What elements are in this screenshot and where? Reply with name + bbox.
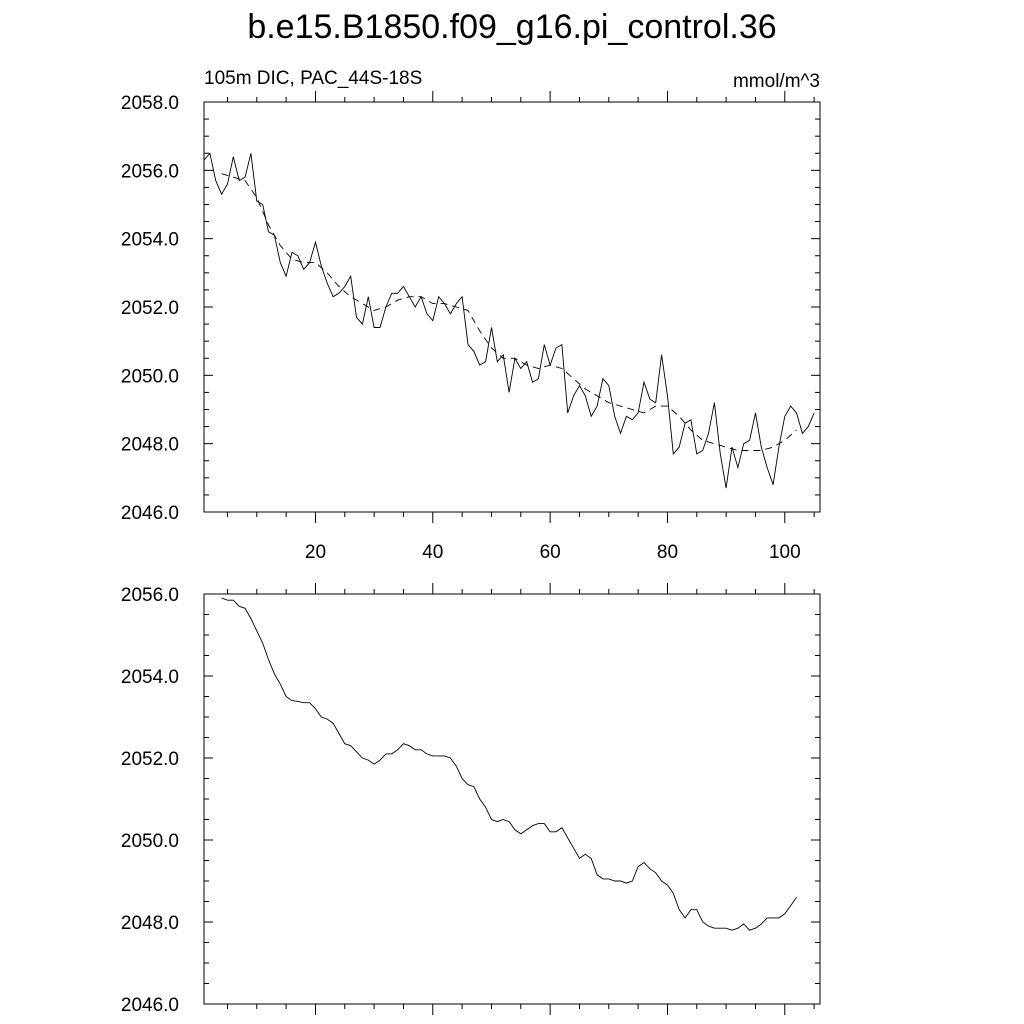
bottom-panel-tick-labels: 2046.0 2048.0 2050.0 2052.0 2054.0 2056.0 <box>121 585 179 1016</box>
top-panel-x-tick-label: 100 <box>769 542 801 563</box>
bottom-panel-plot-area <box>221 597 797 931</box>
bottom-panel: 2046.0 2048.0 2050.0 2052.0 2054.0 2056.0 <box>121 583 821 1016</box>
top-panel-x-tick-label: 40 <box>422 542 443 563</box>
bottom-panel-y-tick-label: 2046.0 <box>121 995 179 1016</box>
top-panel-solid-series-line <box>203 152 815 489</box>
top-panel-frame <box>203 101 821 513</box>
top-panel-y-tick-label: 2050.0 <box>121 366 179 387</box>
top-panel-tick-labels: 2046.0 2048.0 2050.0 2052.0 2054.0 2056.0 2058… <box>121 93 801 563</box>
bottom-panel-y-tick-label: 2056.0 <box>121 585 179 606</box>
top-panel-y-tick-label: 2048.0 <box>121 435 179 456</box>
bottom-panel-y-tick-label: 2054.0 <box>121 667 179 688</box>
bottom-panel-ticks <box>204 583 820 1015</box>
top-panel-plot-area <box>203 152 815 489</box>
top-panel-y-tick-label: 2058.0 <box>121 93 179 114</box>
bottom-panel-y-tick-label: 2050.0 <box>121 831 179 852</box>
top-panel-left-label: 105m DIC, PAC_44S-18S <box>204 68 422 89</box>
bottom-panel-y-tick-label: 2048.0 <box>121 913 179 934</box>
chart-title: b.e15.B1850.f09_g16.pi_control.36 <box>247 8 776 46</box>
top-panel-dashed-series-line <box>221 173 797 451</box>
top-panel-x-tick-label: 80 <box>657 542 678 563</box>
top-panel-y-tick-label: 2054.0 <box>121 230 179 251</box>
top-panel-ticks <box>204 91 820 523</box>
top-panel-x-tick-label: 20 <box>305 542 326 563</box>
bottom-panel-solid-series-line <box>221 597 797 931</box>
top-panel-y-tick-label: 2056.0 <box>121 161 179 182</box>
bottom-panel-y-tick-label: 2052.0 <box>121 749 179 770</box>
top-panel-x-tick-label: 60 <box>540 542 561 563</box>
bottom-panel-frame <box>203 593 821 1005</box>
top-panel: 105m DIC, PAC_44S-18S mmol/m^3 2046.0204… <box>121 68 821 563</box>
top-panel-y-tick-label: 2046.0 <box>121 503 179 524</box>
top-panel-y-tick-label: 2052.0 <box>121 298 179 319</box>
top-panel-units-label: mmol/m^3 <box>733 71 820 92</box>
